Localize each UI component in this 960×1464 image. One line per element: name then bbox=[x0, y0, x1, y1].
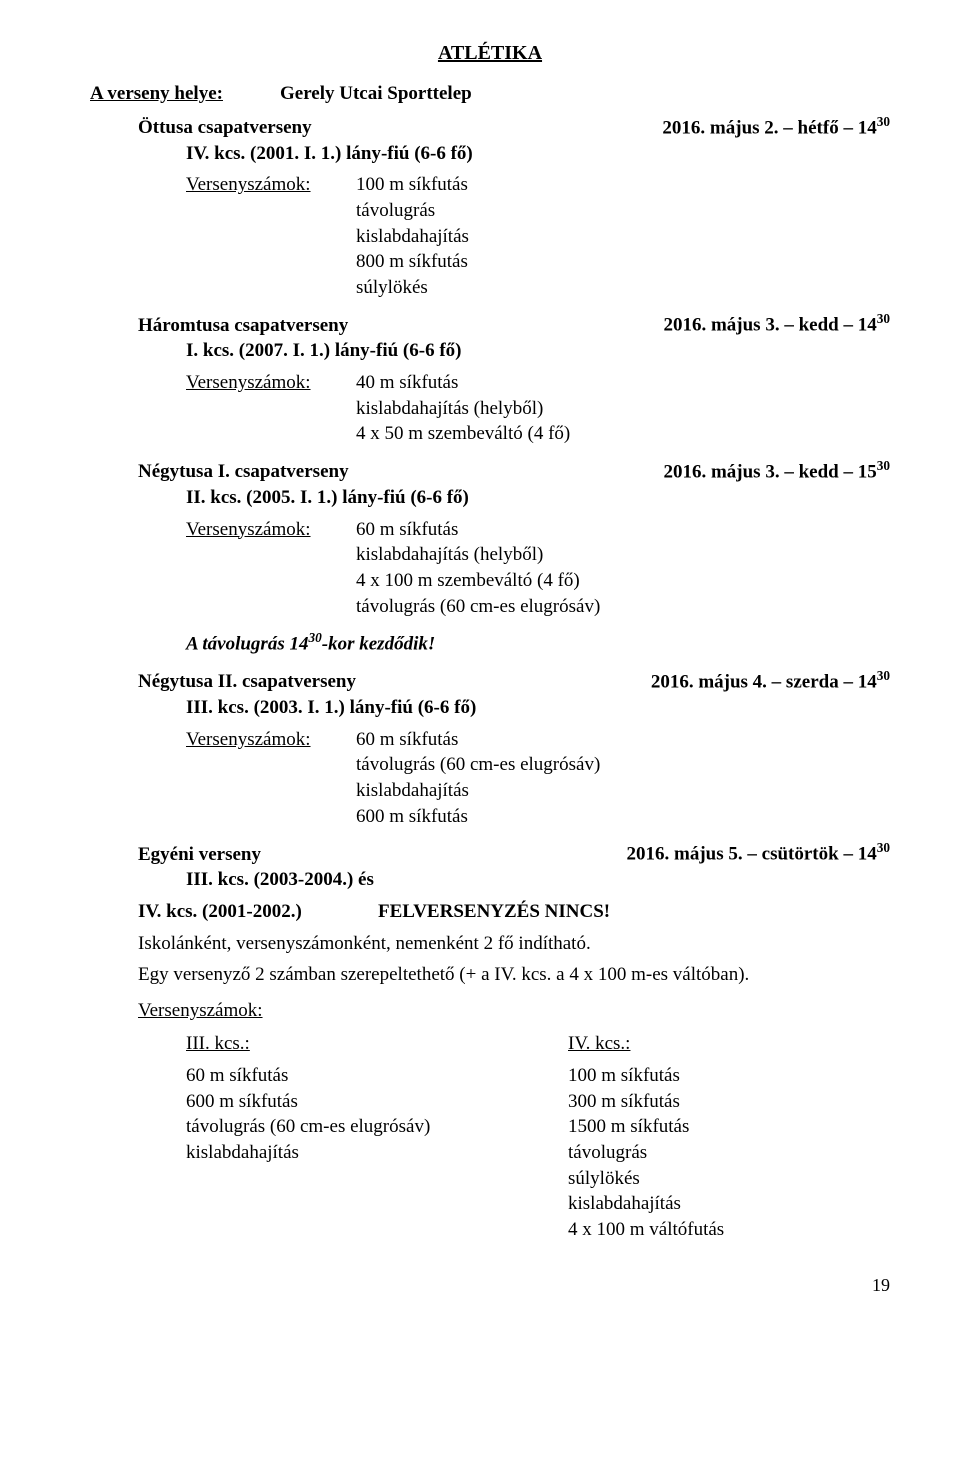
s2-header: Háromtusa csapatverseny 2016. május 3. –… bbox=[138, 310, 890, 338]
event-item: kislabdahajítás bbox=[186, 1140, 508, 1166]
s2-sub: I. kcs. (2007. I. 1.) lány-fiú (6-6 fő) bbox=[186, 338, 890, 364]
s4-header: Négytusa II. csapatverseny 2016. május 4… bbox=[138, 667, 890, 695]
event-item: kislabdahajítás bbox=[356, 224, 469, 250]
s4-name: Négytusa II. csapatverseny bbox=[138, 669, 356, 695]
s3-events: Versenyszámok: 60 m síkfutás kislabdahaj… bbox=[186, 517, 890, 620]
s4-events-list: 60 m síkfutás távolugrás (60 cm-es elugr… bbox=[356, 727, 600, 830]
s1-name: Öttusa csapatverseny bbox=[138, 115, 312, 141]
s2-events-list: 40 m síkfutás kislabdahajítás (helyből) … bbox=[356, 370, 570, 447]
s5-col1: III. kcs.: 60 m síkfutás 600 m síkfutás … bbox=[186, 1031, 508, 1242]
s1-events-label: Versenyszámok: bbox=[186, 172, 356, 300]
s3-header: Négytusa I. csapatverseny 2016. május 3.… bbox=[138, 457, 890, 485]
s4-events-label: Versenyszámok: bbox=[186, 727, 356, 830]
s5-iv-left: IV. kcs. (2001-2002.) bbox=[138, 899, 378, 925]
s4-date: 2016. május 4. – szerda – 1430 bbox=[651, 667, 890, 695]
venue-row: A verseny helye: Gerely Utcai Sporttelep bbox=[90, 81, 890, 107]
s3-events-label: Versenyszámok: bbox=[186, 517, 356, 620]
event-item: 1500 m síkfutás bbox=[568, 1114, 890, 1140]
event-item: 600 m síkfutás bbox=[356, 804, 600, 830]
s3-date: 2016. május 3. – kedd – 1530 bbox=[663, 457, 890, 485]
event-item: kislabdahajítás (helyből) bbox=[356, 396, 570, 422]
s5-p2: Egy versenyző 2 számban szerepeltethető … bbox=[138, 962, 890, 988]
s3-name: Négytusa I. csapatverseny bbox=[138, 459, 349, 485]
event-item: 4 x 100 m váltófutás bbox=[568, 1217, 890, 1243]
s5-col1-head: III. kcs.: bbox=[186, 1031, 508, 1057]
s5-events-label: Versenyszámok: bbox=[138, 998, 890, 1024]
event-item: 100 m síkfutás bbox=[356, 172, 469, 198]
event-item: 600 m síkfutás bbox=[186, 1089, 508, 1115]
event-item: 40 m síkfutás bbox=[356, 370, 570, 396]
page-title: ATLÉTIKA bbox=[90, 40, 890, 67]
event-item: súlylökés bbox=[568, 1166, 890, 1192]
s1-events: Versenyszámok: 100 m síkfutás távolugrás… bbox=[186, 172, 890, 300]
s5-col2: IV. kcs.: 100 m síkfutás 300 m síkfutás … bbox=[568, 1031, 890, 1242]
event-item: távolugrás bbox=[356, 198, 469, 224]
event-item: 60 m síkfutás bbox=[186, 1063, 508, 1089]
s5-header: Egyéni verseny 2016. május 5. – csütörtö… bbox=[138, 839, 890, 867]
event-item: kislabdahajítás bbox=[356, 778, 600, 804]
s2-events: Versenyszámok: 40 m síkfutás kislabdahaj… bbox=[186, 370, 890, 447]
s5-iv-right: FELVERSENYZÉS NINCS! bbox=[378, 899, 610, 925]
event-item: távolugrás (60 cm-es elugrósáv) bbox=[356, 594, 600, 620]
event-item: távolugrás (60 cm-es elugrósáv) bbox=[186, 1114, 508, 1140]
s2-name: Háromtusa csapatverseny bbox=[138, 313, 348, 339]
s5-name: Egyéni verseny bbox=[138, 842, 261, 868]
s5-p1: Iskolánként, versenyszámonként, nemenkén… bbox=[138, 931, 890, 957]
event-item: 300 m síkfutás bbox=[568, 1089, 890, 1115]
event-item: 100 m síkfutás bbox=[568, 1063, 890, 1089]
page-number: 19 bbox=[90, 1273, 890, 1297]
event-item: kislabdahajítás bbox=[568, 1191, 890, 1217]
s3-sub: II. kcs. (2005. I. 1.) lány-fiú (6-6 fő) bbox=[186, 485, 890, 511]
s5-sub: III. kcs. (2003-2004.) és bbox=[186, 867, 890, 893]
event-item: 4 x 100 m szembeváltó (4 fő) bbox=[356, 568, 600, 594]
event-item: távolugrás bbox=[568, 1140, 890, 1166]
s1-events-list: 100 m síkfutás távolugrás kislabdahajítá… bbox=[356, 172, 469, 300]
event-item: kislabdahajítás (helyből) bbox=[356, 542, 600, 568]
s2-events-label: Versenyszámok: bbox=[186, 370, 356, 447]
s1-header: Öttusa csapatverseny 2016. május 2. – hé… bbox=[138, 113, 890, 141]
s2-date: 2016. május 3. – kedd – 1430 bbox=[663, 310, 890, 338]
s5-two-col: III. kcs.: 60 m síkfutás 600 m síkfutás … bbox=[186, 1031, 890, 1242]
s4-sub: III. kcs. (2003. I. 1.) lány-fiú (6-6 fő… bbox=[186, 695, 890, 721]
s5-iv-row: IV. kcs. (2001-2002.) FELVERSENYZÉS NINC… bbox=[138, 899, 890, 925]
event-item: súlylökés bbox=[356, 275, 469, 301]
s3-note: A távolugrás 1430-kor kezdődik! bbox=[186, 629, 890, 657]
event-item: 800 m síkfutás bbox=[356, 249, 469, 275]
venue-label: A verseny helye: bbox=[90, 81, 280, 107]
event-item: 4 x 50 m szembeváltó (4 fő) bbox=[356, 421, 570, 447]
s5-col2-head: IV. kcs.: bbox=[568, 1031, 890, 1057]
venue-value: Gerely Utcai Sporttelep bbox=[280, 81, 472, 107]
event-item: 60 m síkfutás bbox=[356, 517, 600, 543]
event-item: távolugrás (60 cm-es elugrósáv) bbox=[356, 752, 600, 778]
s1-date: 2016. május 2. – hétfő – 1430 bbox=[662, 113, 890, 141]
s1-sub: IV. kcs. (2001. I. 1.) lány-fiú (6-6 fő) bbox=[186, 141, 890, 167]
s3-events-list: 60 m síkfutás kislabdahajítás (helyből) … bbox=[356, 517, 600, 620]
s5-date: 2016. május 5. – csütörtök – 1430 bbox=[627, 839, 890, 867]
event-item: 60 m síkfutás bbox=[356, 727, 600, 753]
s4-events: Versenyszámok: 60 m síkfutás távolugrás … bbox=[186, 727, 890, 830]
